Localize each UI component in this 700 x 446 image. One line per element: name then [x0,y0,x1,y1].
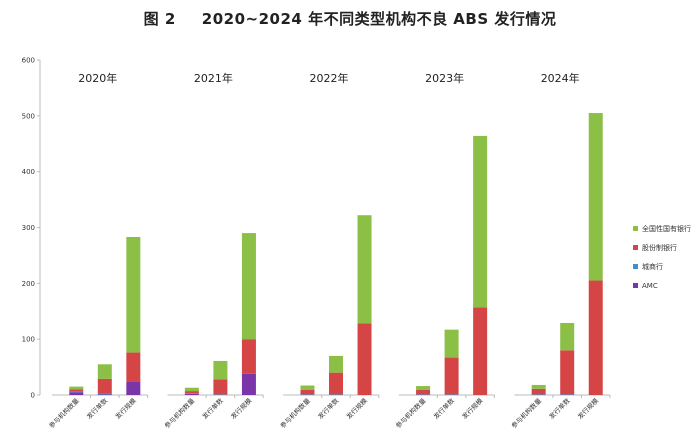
bar-segment [126,381,141,395]
y-tick-label: 600 [22,57,35,65]
bar-segment [416,394,431,396]
bar-segment [184,387,199,392]
bar-segment [213,379,228,395]
legend-swatch [633,283,638,288]
bar-segment [213,360,228,380]
x-category-label: 发行规模 [460,396,485,421]
x-category-label: 发行单数 [84,396,109,421]
bar-segment [300,389,315,395]
bar-segment [329,355,343,373]
bar-segment [329,394,343,396]
bar-segment [97,393,112,395]
y-tick-label: 200 [22,280,35,288]
bar-segment [560,322,575,351]
bar-segment [241,373,256,395]
year-label: 2021年 [194,71,233,85]
year-label: 2023年 [425,71,464,85]
bar-segment [300,394,315,396]
bar-segment [126,352,141,382]
legend-swatch [633,264,638,269]
bar-segment [416,389,431,395]
legend-label: 股份制银行 [642,243,677,252]
bar-segment [184,393,199,394]
y-tick-label: 400 [22,168,35,176]
bar-segment [444,357,459,395]
x-category-label: 发行单数 [431,396,456,421]
year-label: 2022年 [310,71,349,85]
legend-swatch [633,226,638,231]
bar-segment [531,384,546,389]
x-category-label: 发行单数 [200,396,225,421]
bar-segment [329,372,343,395]
bar-segment [69,391,84,393]
bar-segment [97,394,112,396]
bar-segment [357,323,372,395]
year-label: 2020年 [78,71,117,85]
bar-segment [560,350,575,395]
bar-segment [69,389,84,392]
bar-segment [357,215,372,324]
legend-label: 城商行 [642,262,663,271]
bar-segment [531,394,546,396]
x-category-label: 发行单数 [316,396,341,421]
bar-segment [444,394,459,396]
bar-segment [588,113,603,281]
x-category-label: 发行规模 [575,396,600,421]
bar-segment [241,339,256,374]
bar-segment [241,233,256,340]
x-category-label: 发行规模 [229,396,254,421]
legend-label: AMC [642,282,658,290]
figure-title: 2020~2024 年不同类型机构不良 ABS 发行情况 [201,10,557,28]
year-label: 2024年 [541,71,580,85]
bar-segment [184,393,199,395]
bar-segment [213,394,228,396]
y-tick-label: 300 [22,224,35,232]
chart-title: 图 2 2020~2024 年不同类型机构不良 ABS 发行情况 [0,8,700,29]
figure-number: 图 2 [143,10,176,28]
bar-segment [444,329,459,358]
x-category-label: 参与机构数量 [47,396,81,430]
x-category-label: 参与机构数量 [394,396,428,430]
bar-segment [300,385,315,390]
bar-segment [560,394,575,396]
x-category-label: 发行单数 [547,396,572,421]
y-tick-label: 500 [22,112,35,120]
y-tick-label: 100 [22,336,35,344]
legend-label: 全国性国有银行 [642,224,691,233]
bar-segment [473,135,488,308]
x-category-label: 发行规模 [344,396,369,421]
bar-segment [97,378,112,394]
bar-segment [126,236,141,353]
legend-swatch [633,245,638,250]
x-category-label: 参与机构数量 [509,396,543,430]
y-tick-label: 0 [31,392,35,400]
x-category-label: 参与机构数量 [162,396,196,430]
bar-segment [69,392,84,395]
bar-segment [588,280,603,395]
bar-segment [69,386,84,390]
x-category-label: 发行规模 [113,396,138,421]
bar-segment [416,386,431,390]
bar-segment [97,364,112,379]
bar-segment [473,307,488,395]
bar-segment [184,391,199,394]
bar-segment [531,388,546,395]
x-category-label: 参与机构数量 [278,396,312,430]
